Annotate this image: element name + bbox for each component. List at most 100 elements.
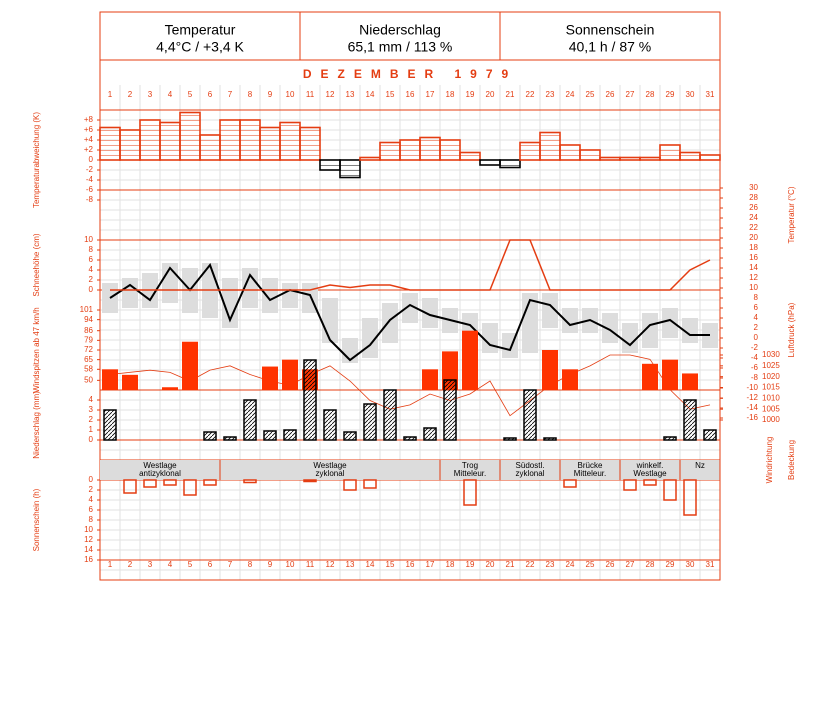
temperature-range <box>242 268 258 308</box>
anomaly-bar <box>219 119 241 161</box>
weather-row <box>100 460 720 480</box>
precipitation-bar <box>283 429 297 441</box>
precipitation-bar <box>263 430 277 441</box>
day-label: 21 <box>506 90 515 99</box>
right-row-label: Windrichtung <box>765 437 774 484</box>
precipitation-bar <box>663 436 677 441</box>
y-tick-label: +8 <box>84 115 94 124</box>
wind-bar <box>262 366 278 390</box>
y-tick-label: 16 <box>749 253 758 262</box>
y-tick-label: 50 <box>84 375 93 384</box>
day-label: 8 <box>248 560 253 569</box>
temperature-range <box>562 308 578 333</box>
wind-bar <box>642 363 658 390</box>
y-tick-label: 4 <box>89 395 94 404</box>
y-tick-label: -4 <box>86 175 94 184</box>
anomaly-bar <box>359 156 381 161</box>
month-title: DEZEMBER 1979 <box>303 67 517 81</box>
y-tick-label: -4 <box>751 353 759 362</box>
precipitation-bar <box>243 399 257 441</box>
snow-line <box>110 239 711 291</box>
temperature-range <box>682 318 698 343</box>
day-label: 4 <box>168 560 173 569</box>
wind-bar <box>682 373 698 390</box>
y-tick-label: 8 <box>89 515 94 524</box>
weather-type-label: antizyklonal <box>139 469 181 478</box>
y-tick-label: 6 <box>754 303 759 312</box>
y-tick-label: 1025 <box>762 361 780 370</box>
day-label: 2 <box>128 90 133 99</box>
weather-type-label: Westlage <box>633 469 667 478</box>
y-tick-label: 10 <box>749 283 758 292</box>
y-tick-label: 58 <box>84 364 93 373</box>
temperature-range <box>282 283 298 308</box>
precipitation-bar <box>363 403 377 441</box>
anomaly-bar <box>279 121 301 161</box>
day-label: 2 <box>128 560 133 569</box>
sunshine-bar <box>183 479 197 496</box>
axis-title: Windspitzen ab 47 km/h <box>32 307 41 392</box>
y-tick-label: 10 <box>84 525 93 534</box>
y-tick-label: 2 <box>754 323 759 332</box>
temperature-range <box>622 323 638 353</box>
day-label: 24 <box>566 560 575 569</box>
day-label: 31 <box>706 90 715 99</box>
y-tick-label: -2 <box>751 343 759 352</box>
anomaly-bar <box>639 156 661 161</box>
day-label: 28 <box>646 560 655 569</box>
axis-title: Niederschlag (mm) <box>32 391 41 459</box>
weather-type-label: winkelf. <box>636 461 664 470</box>
axis-title: Sonnenschein (h) <box>32 488 41 551</box>
sunshine-bar <box>343 479 357 491</box>
header-title: Temperatur <box>165 22 236 38</box>
anomaly-bar <box>179 111 201 161</box>
header: Temperatur 4,4°C / +3,4 K Niederschlag 6… <box>156 22 654 55</box>
precipitation-bar <box>523 389 537 441</box>
anomaly-bar <box>559 144 581 161</box>
anomaly-bar <box>379 141 401 161</box>
sunshine-bar <box>143 479 157 488</box>
sunshine-bar <box>563 479 577 488</box>
precipitation-bar <box>703 429 717 441</box>
y-tick-label: 79 <box>84 335 93 344</box>
y-tick-label: 4 <box>754 313 759 322</box>
anomaly-bar <box>119 129 141 161</box>
y-tick-label: -14 <box>746 403 758 412</box>
anomaly-bar <box>139 119 161 161</box>
anomaly-bar <box>239 119 261 161</box>
temperature-range <box>402 293 418 323</box>
day-label: 6 <box>208 560 213 569</box>
y-tick-label: 1 <box>89 425 94 434</box>
day-label: 25 <box>586 560 595 569</box>
day-label: 3 <box>148 90 153 99</box>
right-row-label: Bedeckung <box>787 440 796 480</box>
y-tick-label: -12 <box>746 393 758 402</box>
day-label: 29 <box>666 560 675 569</box>
day-label: 16 <box>406 90 415 99</box>
precipitation-bar <box>423 427 437 441</box>
day-label: 6 <box>208 90 213 99</box>
day-label: 27 <box>626 90 635 99</box>
day-label: 17 <box>426 90 435 99</box>
anomaly-bar <box>479 159 501 166</box>
precipitation-bar <box>203 431 217 441</box>
sunshine-bar <box>623 479 637 491</box>
y-tick-label: 6 <box>89 255 94 264</box>
day-label: 19 <box>466 90 475 99</box>
temperature-range <box>602 313 618 343</box>
anomaly-bar <box>519 141 541 161</box>
sunshine-bar <box>643 479 657 486</box>
day-label: 12 <box>326 90 335 99</box>
y-tick-label: 86 <box>84 326 93 335</box>
wind-bar <box>662 359 678 390</box>
y-tick-label: 0 <box>89 435 94 444</box>
sunshine-bar <box>243 479 257 484</box>
day-label: 11 <box>306 90 315 99</box>
y-tick-label: 0 <box>89 155 94 164</box>
temperature-range <box>642 313 658 348</box>
wind-bar <box>562 369 578 390</box>
sunshine-bar <box>663 479 677 501</box>
